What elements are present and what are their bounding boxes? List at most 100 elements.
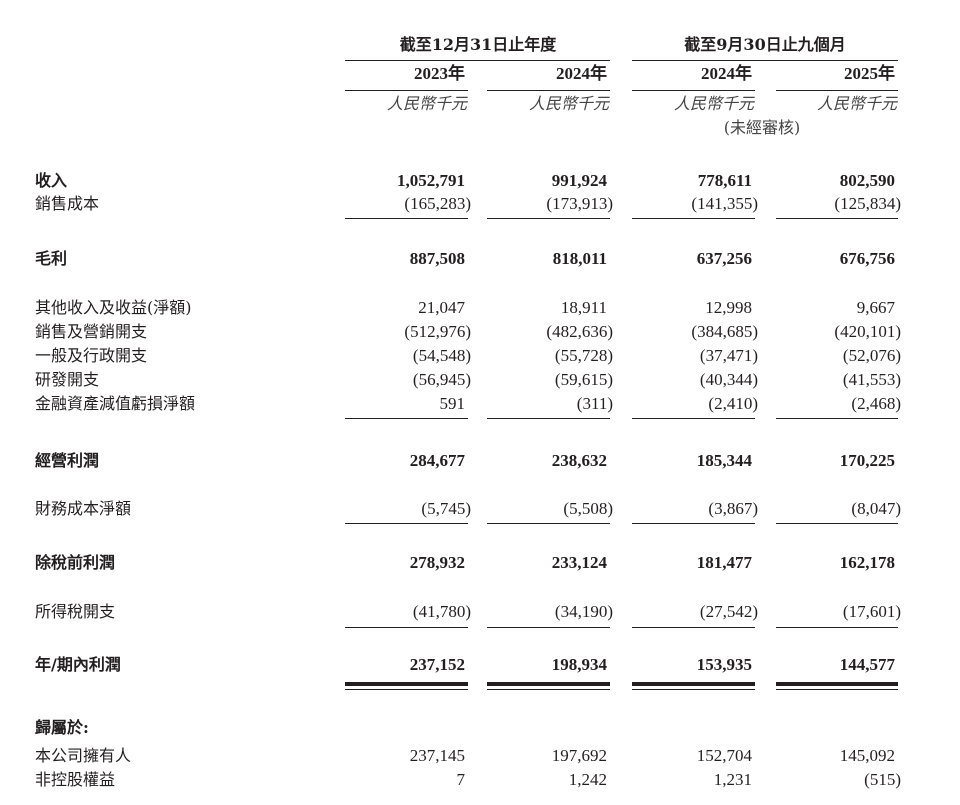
row-value: (8,047) xyxy=(851,499,901,518)
subtotal-line xyxy=(345,418,468,419)
row-value: 278,932 xyxy=(409,553,465,572)
row-value: (37,471) xyxy=(699,346,758,365)
subtotal-line xyxy=(487,523,610,524)
row-value: 991,924 xyxy=(551,171,607,190)
subtotal-line xyxy=(632,418,755,419)
row-label: 年/期內利潤 xyxy=(35,655,121,674)
row-value: (41,780) xyxy=(412,602,471,621)
period-header-nine-months: 截至9月30日止九個月 xyxy=(684,35,846,54)
row-label: 銷售及營銷開支 xyxy=(35,322,148,341)
row-label: 所得稅開支 xyxy=(35,602,116,621)
divider xyxy=(632,60,898,61)
row-label: 財務成本淨額 xyxy=(35,499,132,518)
column-year: 2024年 xyxy=(556,64,607,83)
row-value: 198,934 xyxy=(551,655,607,674)
total-double-line xyxy=(345,682,468,686)
total-double-line xyxy=(487,689,610,690)
row-value: (17,601) xyxy=(842,602,901,621)
column-unit: 人民幣千元 xyxy=(816,94,897,113)
row-value: (125,834) xyxy=(834,194,901,213)
row-label: 歸屬於: xyxy=(35,718,89,737)
subtotal-line xyxy=(632,218,755,219)
divider xyxy=(487,90,610,91)
row-label: 銷售成本 xyxy=(35,194,100,213)
row-value: (173,913) xyxy=(546,194,613,213)
divider xyxy=(345,60,610,61)
row-value: (2,410) xyxy=(708,394,758,413)
row-value: 778,611 xyxy=(697,171,752,190)
row-value: (420,101) xyxy=(834,322,901,341)
row-value: 9,667 xyxy=(856,298,895,317)
row-value: 637,256 xyxy=(696,249,752,268)
row-value: 237,152 xyxy=(409,655,465,674)
total-double-line xyxy=(632,689,755,690)
row-value: (56,945) xyxy=(412,370,471,389)
row-value: (40,344) xyxy=(699,370,758,389)
row-value: 284,677 xyxy=(409,451,465,470)
row-value: 237,145 xyxy=(409,746,465,765)
row-value: 12,998 xyxy=(705,298,752,317)
row-value: (165,283) xyxy=(404,194,471,213)
row-value: (55,728) xyxy=(554,346,613,365)
column-year: 2023年 xyxy=(414,64,465,83)
row-value: (34,190) xyxy=(554,602,613,621)
subtotal-line xyxy=(345,218,468,219)
row-value: 197,692 xyxy=(551,746,607,765)
row-value: (5,508) xyxy=(563,499,613,518)
row-value: 18,911 xyxy=(560,298,607,317)
subtotal-line xyxy=(776,627,898,628)
row-value: 162,178 xyxy=(839,553,895,572)
period-header-year: 截至12月31日止年度 xyxy=(399,35,557,54)
row-value: 887,508 xyxy=(409,249,465,268)
row-value: (482,636) xyxy=(546,322,613,341)
row-value: 1,242 xyxy=(568,770,607,789)
row-value: (52,076) xyxy=(842,346,901,365)
divider xyxy=(776,90,898,91)
row-value: 170,225 xyxy=(839,451,895,470)
row-value: 233,124 xyxy=(551,553,607,572)
row-value: (515) xyxy=(864,770,901,789)
total-double-line xyxy=(776,682,898,686)
row-label: 一般及行政開支 xyxy=(35,346,148,365)
subtotal-line xyxy=(776,218,898,219)
row-value: (54,548) xyxy=(412,346,471,365)
subtotal-line xyxy=(345,627,468,628)
row-value: 153,935 xyxy=(696,655,752,674)
row-value: 185,344 xyxy=(696,451,752,470)
total-double-line xyxy=(776,689,898,690)
row-label: 經營利潤 xyxy=(35,451,100,470)
row-value: (59,615) xyxy=(554,370,613,389)
total-double-line xyxy=(345,689,468,690)
row-label: 毛利 xyxy=(35,249,68,268)
subtotal-line xyxy=(487,418,610,419)
row-value: (3,867) xyxy=(708,499,758,518)
row-value: 591 xyxy=(439,394,466,413)
row-value: (512,976) xyxy=(404,322,471,341)
row-value: 1,231 xyxy=(713,770,752,789)
row-value: 7 xyxy=(456,770,466,789)
row-value: 144,577 xyxy=(839,655,895,674)
column-unit: 人民幣千元 xyxy=(673,94,754,113)
row-value: (141,355) xyxy=(691,194,758,213)
subtotal-line xyxy=(632,523,755,524)
row-value: (41,553) xyxy=(842,370,901,389)
total-double-line xyxy=(487,682,610,686)
row-value: 21,047 xyxy=(418,298,465,317)
row-label: 其他收入及收益(淨額) xyxy=(35,298,192,317)
unaudited-note: (未經審核) xyxy=(723,118,801,137)
row-value: 1,052,791 xyxy=(397,171,465,190)
row-value: (2,468) xyxy=(851,394,901,413)
column-year: 2024年 xyxy=(701,64,752,83)
row-label: 除稅前利潤 xyxy=(35,553,116,572)
row-value: 238,632 xyxy=(551,451,607,470)
column-unit: 人民幣千元 xyxy=(386,94,467,113)
column-year: 2025年 xyxy=(844,64,895,83)
row-value: (5,745) xyxy=(421,499,471,518)
row-value: 181,477 xyxy=(696,553,752,572)
row-value: 145,092 xyxy=(839,746,895,765)
row-value: 676,756 xyxy=(839,249,895,268)
row-label: 本公司擁有人 xyxy=(35,746,132,765)
row-label: 研發開支 xyxy=(35,370,100,389)
row-value: (27,542) xyxy=(699,602,758,621)
subtotal-line xyxy=(632,627,755,628)
